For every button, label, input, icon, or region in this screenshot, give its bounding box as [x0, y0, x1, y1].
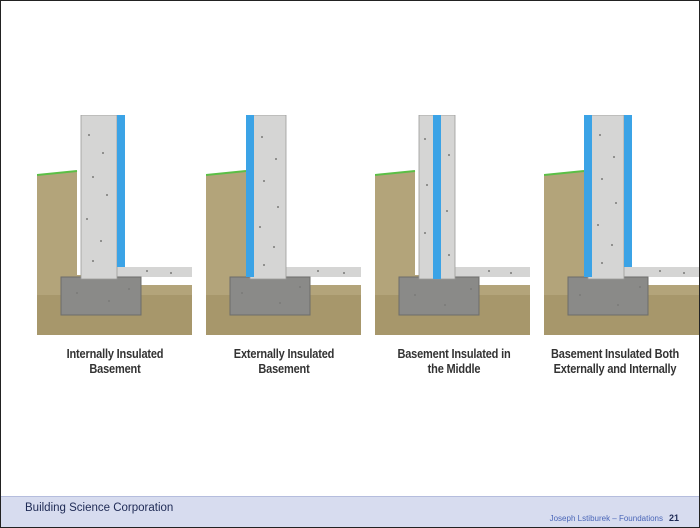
foundation-wall [80, 115, 118, 280]
caption-line: Basement [258, 362, 310, 376]
organization-name: Building Science Corporation [25, 502, 174, 514]
grass-line [37, 170, 78, 176]
caption-line: Basement [89, 362, 141, 376]
insulation-inner [624, 115, 632, 267]
insulation-outer [584, 115, 592, 277]
foundation-insulation-diagram [37, 115, 699, 335]
caption-line: the Middle [427, 362, 481, 376]
caption-line: Externally and Internally [553, 362, 677, 376]
caption-line: Basement Insulated in [397, 347, 511, 361]
panel-middle [375, 115, 530, 335]
footer: Building Science Corporation Joseph Lsti… [1, 496, 699, 527]
caption-line: Internally Insulated [66, 347, 164, 361]
caption-line: Basement Insulated Both [551, 347, 679, 361]
panel-both [544, 115, 699, 335]
footing [60, 276, 142, 316]
insulation [117, 115, 125, 267]
insulation [433, 115, 441, 279]
caption-external: Externally Insulated Basement [210, 347, 358, 377]
panel-internal [37, 115, 192, 335]
caption-line: Externally Insulated [233, 347, 335, 361]
insulation [246, 115, 254, 277]
slab [117, 267, 192, 277]
panel-external [206, 115, 361, 335]
caption-both: Basement Insulated Both Externally and I… [541, 347, 689, 377]
caption-middle: Basement Insulated in the Middle [380, 347, 528, 377]
page-number: 21 [668, 513, 679, 523]
caption-internal: Internally Insulated Basement [41, 347, 189, 377]
author-credit: Joseph Lstiburek – Foundations [549, 514, 663, 523]
